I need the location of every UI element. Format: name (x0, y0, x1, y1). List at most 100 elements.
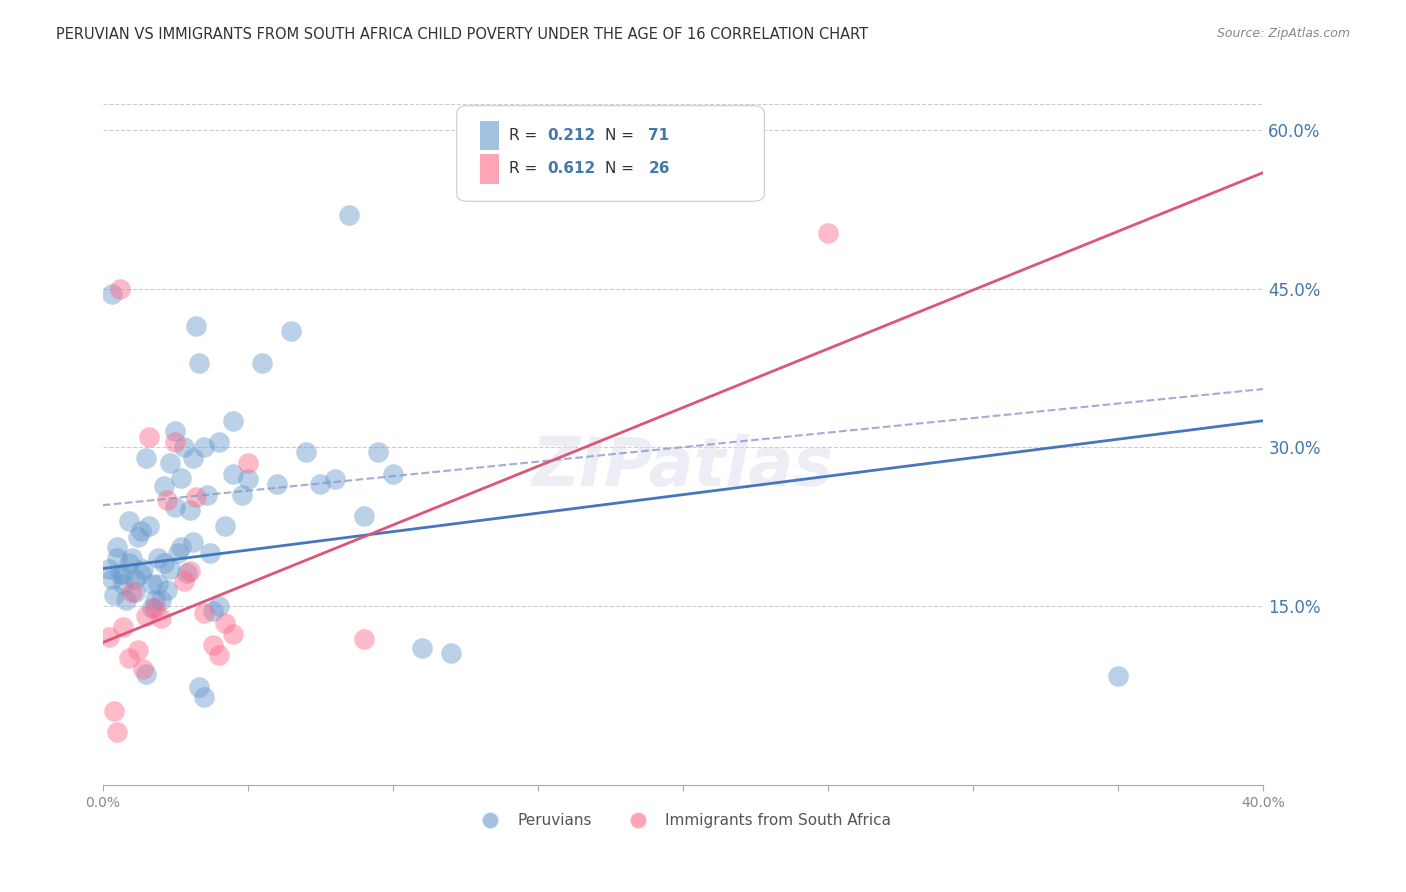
Point (817, 226, 839, 240)
Point (214, 519, 236, 533)
FancyBboxPatch shape (479, 120, 499, 151)
Point (135, 667, 157, 681)
Point (118, 514, 141, 528)
Point (156, 492, 179, 507)
Point (138, 519, 160, 533)
Point (202, 604, 225, 618)
Point (193, 690, 215, 705)
Point (193, 606, 215, 620)
Point (100, 572, 122, 586)
Point (173, 440, 195, 454)
Point (129, 566, 152, 581)
Point (156, 582, 179, 597)
Point (103, 588, 125, 602)
Point (108, 566, 131, 581)
Point (323, 472, 346, 486)
Text: 0.212: 0.212 (547, 128, 596, 143)
Point (152, 556, 174, 570)
Text: Source: ZipAtlas.com: Source: ZipAtlas.com (1216, 27, 1350, 40)
Point (195, 488, 218, 502)
Point (159, 456, 181, 470)
Point (105, 541, 128, 555)
Point (193, 440, 215, 454)
Point (127, 643, 149, 657)
Point (231, 488, 253, 502)
Point (121, 584, 143, 599)
Point (208, 599, 231, 613)
Point (97, 630, 120, 644)
Point (112, 577, 135, 591)
Text: 0.612: 0.612 (547, 161, 596, 177)
Point (152, 479, 174, 493)
FancyBboxPatch shape (457, 106, 765, 202)
Point (127, 530, 149, 544)
Point (353, 632, 375, 647)
Point (135, 609, 157, 624)
Point (1107, 669, 1129, 683)
Text: N =: N = (606, 128, 640, 143)
Point (181, 535, 204, 549)
Point (236, 456, 259, 470)
Point (129, 524, 152, 538)
Text: 71: 71 (648, 128, 669, 143)
Point (132, 662, 155, 676)
Point (143, 600, 166, 615)
FancyBboxPatch shape (479, 153, 499, 184)
Point (118, 651, 141, 665)
Point (132, 561, 155, 575)
Point (112, 620, 135, 634)
Point (165, 424, 187, 438)
Point (121, 551, 143, 566)
Point (138, 429, 160, 443)
Point (222, 414, 245, 428)
Point (184, 490, 207, 504)
Point (108, 282, 131, 296)
Point (146, 577, 169, 591)
Point (167, 546, 190, 560)
Point (135, 450, 157, 465)
Point (184, 318, 207, 333)
Text: ZIPatlas: ZIPatlas (531, 434, 834, 500)
Point (124, 584, 146, 599)
Point (309, 477, 332, 491)
Point (198, 546, 221, 560)
Point (208, 648, 231, 663)
Point (187, 356, 209, 370)
Legend: Peruvians, Immigrants from South Africa: Peruvians, Immigrants from South Africa (468, 807, 897, 834)
Point (179, 503, 201, 517)
Point (115, 593, 138, 607)
Point (295, 445, 318, 459)
Point (181, 450, 204, 465)
Point (440, 646, 463, 660)
Text: 26: 26 (648, 161, 669, 177)
Point (124, 572, 146, 586)
Point (141, 577, 163, 591)
Point (280, 324, 302, 338)
Point (100, 287, 122, 301)
Point (141, 600, 163, 615)
Point (339, 208, 361, 222)
Point (222, 627, 245, 641)
Point (214, 616, 236, 631)
Point (170, 471, 193, 485)
Point (173, 574, 195, 589)
Point (165, 434, 187, 449)
Point (176, 566, 198, 580)
Point (179, 564, 201, 578)
Point (187, 680, 209, 694)
Text: R =: R = (509, 128, 543, 143)
Point (149, 593, 172, 607)
Point (236, 472, 259, 486)
Point (252, 356, 274, 370)
Point (103, 704, 125, 718)
Point (118, 556, 141, 570)
Point (208, 434, 231, 449)
Point (411, 640, 433, 655)
Point (222, 467, 245, 481)
Point (353, 508, 375, 523)
Point (105, 551, 128, 566)
Point (165, 500, 187, 515)
Point (159, 561, 181, 575)
Point (381, 467, 404, 481)
Point (266, 477, 288, 491)
